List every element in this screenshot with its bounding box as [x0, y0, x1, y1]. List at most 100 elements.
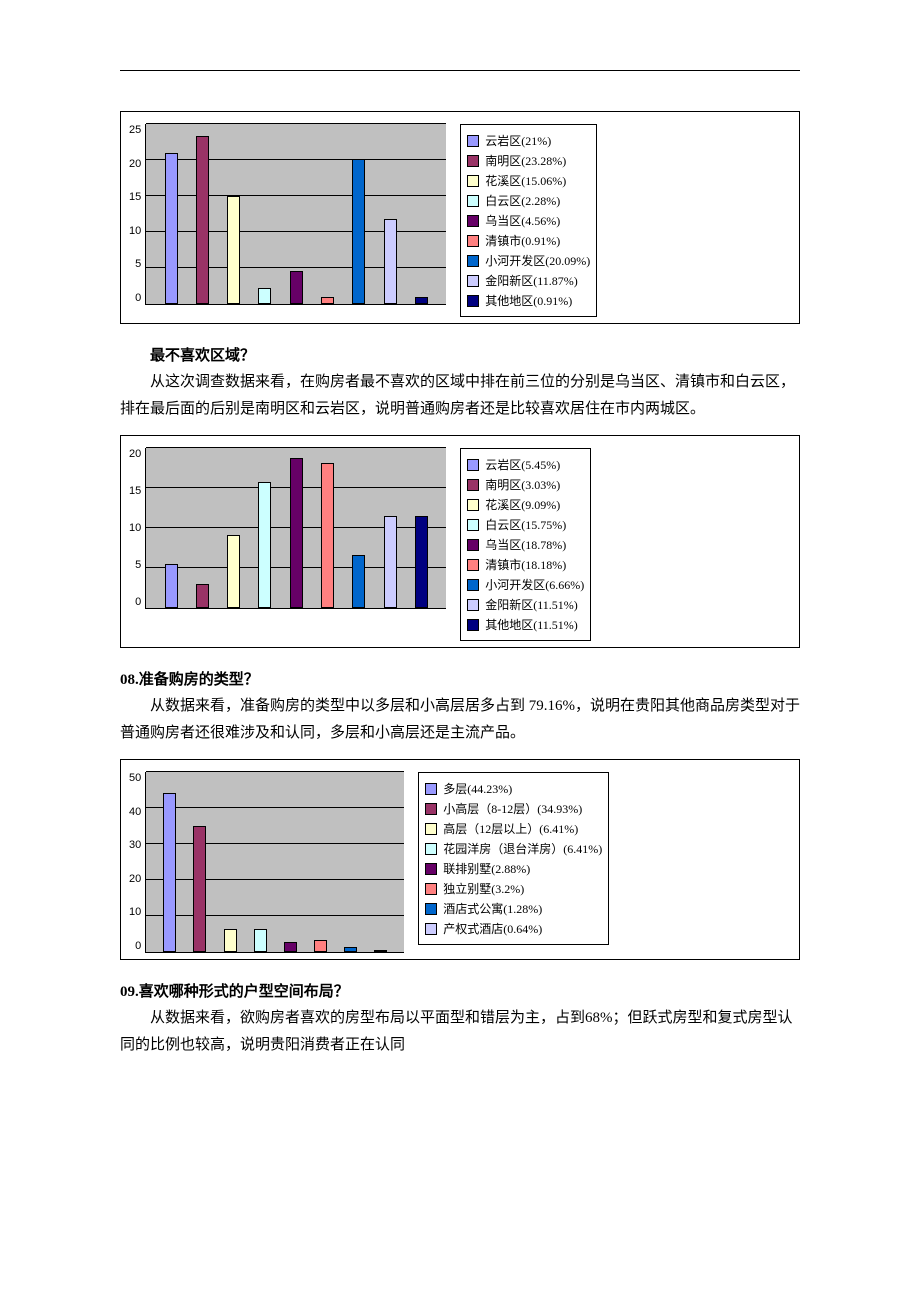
bar: [321, 463, 334, 608]
y-tick-label: 50: [129, 772, 141, 784]
legend-swatch: [425, 803, 437, 815]
para-house-type: 从数据来看，准备购房的类型中以多层和小高层居多占到 79.16%，说明在贵阳其他…: [120, 693, 800, 747]
plot-area: [145, 448, 446, 609]
legend-item: 小高层（8-12层）(34.93%): [425, 800, 602, 817]
legend-item: 花园洋房（退台洋房）(6.41%): [425, 840, 602, 857]
legend-swatch: [425, 823, 437, 835]
legend-item: 多层(44.23%): [425, 780, 602, 797]
y-tick-label: 40: [129, 806, 141, 818]
legend-label: 花溪区(9.09%): [485, 496, 560, 513]
legend-swatch: [467, 479, 479, 491]
legend-swatch: [467, 295, 479, 307]
legend-item: 金阳新区(11.51%): [467, 596, 584, 613]
legend: 云岩区(5.45%) 南明区(3.03%) 花溪区(9.09%) 白云区(15.75%…: [460, 448, 591, 641]
legend-label: 花溪区(15.06%): [485, 172, 566, 189]
plot-area: [145, 772, 404, 953]
legend-item: 南明区(23.28%): [467, 152, 590, 169]
bar: [352, 555, 365, 608]
legend-swatch: [467, 275, 479, 287]
bar: [290, 271, 303, 304]
y-tick-label: 0: [135, 940, 141, 952]
y-tick-label: 30: [129, 839, 141, 851]
legend-swatch: [467, 459, 479, 471]
legend-swatch: [425, 923, 437, 935]
legend-swatch: [467, 519, 479, 531]
legend-item: 花溪区(9.09%): [467, 496, 584, 513]
y-tick-label: 20: [129, 448, 141, 460]
bar: [196, 584, 209, 608]
bars: [146, 448, 446, 608]
plot-wrap: 2520151050: [129, 124, 446, 305]
legend-swatch: [467, 215, 479, 227]
legend-swatch: [467, 539, 479, 551]
legend-label: 清镇市(0.91%): [485, 232, 560, 249]
legend-item: 南明区(3.03%): [467, 476, 584, 493]
bars: [146, 124, 446, 304]
legend-item: 独立别墅(3.2%): [425, 880, 602, 897]
legend-item: 清镇市(18.18%): [467, 556, 584, 573]
legend-swatch: [425, 843, 437, 855]
bar: [163, 793, 176, 952]
legend-item: 云岩区(21%): [467, 132, 590, 149]
heading-house-type: 08.准备购房的类型？: [120, 668, 800, 689]
bar: [193, 826, 206, 952]
y-axis: 20151050: [129, 448, 145, 608]
legend-item: 产权式酒店(0.64%): [425, 920, 602, 937]
y-tick-label: 0: [135, 596, 141, 608]
y-tick-label: 15: [129, 485, 141, 497]
y-axis: 50403020100: [129, 772, 145, 952]
legend-label: 白云区(2.28%): [485, 192, 560, 209]
document-page: 2520151050云岩区(21%)南明区(23.28%)花溪区(15.06%)…: [0, 0, 920, 1105]
legend: 多层(44.23%) 小高层（8-12层）(34.93%) 高层（12层以上）(6.…: [418, 772, 609, 945]
bar: [224, 929, 237, 952]
legend-label: 清镇市(18.18%): [485, 556, 566, 573]
plot-area: [145, 124, 446, 305]
y-axis: 2520151050: [129, 124, 145, 304]
legend-item: 酒店式公寓(1.28%): [425, 900, 602, 917]
legend-item: 高层（12层以上）(6.41%): [425, 820, 602, 837]
legend-item: 清镇市(0.91%): [467, 232, 590, 249]
y-tick-label: 10: [129, 225, 141, 237]
legend-label: 云岩区(21%): [485, 132, 551, 149]
legend: 云岩区(21%) 南明区(23.28%) 花溪区(15.06%) 白云区(2.28%)…: [460, 124, 597, 317]
legend-swatch: [467, 155, 479, 167]
bar: [344, 947, 357, 952]
y-tick-label: 5: [135, 258, 141, 270]
legend-item: 乌当区(18.78%): [467, 536, 584, 553]
bars: [146, 772, 404, 952]
chart-favorite-region: 2520151050云岩区(21%)南明区(23.28%)花溪区(15.06%)…: [120, 111, 800, 324]
chart-house-type: 50403020100多层(44.23%)小高层（8-12层）(34.93%)高…: [120, 759, 800, 960]
legend-swatch: [467, 235, 479, 247]
legend-item: 小河开发区(6.66%): [467, 576, 584, 593]
legend-item: 云岩区(5.45%): [467, 456, 584, 473]
para-least-favorite: 从这次调查数据来看，在购房者最不喜欢的区域中排在前三位的分别是乌当区、清镇市和白…: [120, 369, 800, 423]
legend-swatch: [467, 255, 479, 267]
legend-label: 南明区(3.03%): [485, 476, 560, 493]
y-tick-label: 0: [135, 292, 141, 304]
bar: [384, 516, 397, 608]
y-tick-label: 15: [129, 191, 141, 203]
heading-least-favorite: 最不喜欢区域？: [120, 344, 800, 365]
bar: [165, 153, 178, 304]
bar: [258, 288, 271, 304]
legend-swatch: [467, 559, 479, 571]
legend-label: 乌当区(18.78%): [485, 536, 566, 553]
legend-label: 白云区(15.75%): [485, 516, 566, 533]
bar: [415, 297, 428, 304]
bar: [258, 482, 271, 608]
legend-swatch: [467, 195, 479, 207]
bar: [352, 159, 365, 304]
legend-label: 小河开发区(20.09%): [485, 252, 590, 269]
legend-item: 其他地区(11.51%): [467, 616, 584, 633]
legend-label: 小高层（8-12层）(34.93%): [443, 800, 582, 817]
legend-label: 其他地区(0.91%): [485, 292, 572, 309]
chart-least-favorite-region: 20151050云岩区(5.45%)南明区(3.03%)花溪区(9.09%)白云…: [120, 435, 800, 648]
legend-label: 云岩区(5.45%): [485, 456, 560, 473]
legend-label: 金阳新区(11.87%): [485, 272, 578, 289]
bar: [284, 942, 297, 952]
legend-swatch: [425, 903, 437, 915]
bar: [290, 458, 303, 608]
y-tick-label: 25: [129, 124, 141, 136]
para-layout: 从数据来看，欲购房者喜欢的房型布局以平面型和错层为主，占到68%；但跃式房型和复…: [120, 1005, 800, 1059]
legend-label: 高层（12层以上）(6.41%): [443, 820, 578, 837]
